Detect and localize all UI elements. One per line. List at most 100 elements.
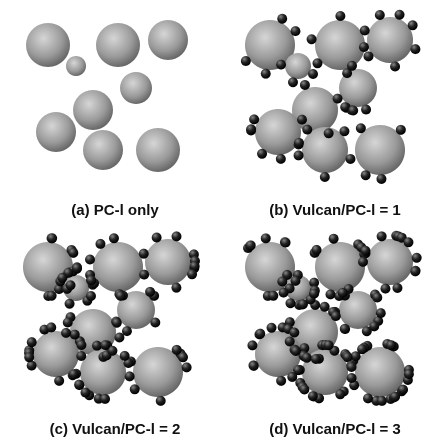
carbon-particle: [70, 330, 80, 340]
particle: [93, 242, 143, 292]
carbon-particle: [69, 369, 79, 379]
carbon-particle: [312, 245, 322, 255]
carbon-particle: [396, 125, 406, 135]
carbon-particle: [359, 42, 369, 52]
carbon-particle: [277, 14, 287, 24]
carbon-particle: [281, 238, 291, 248]
carbon-particle: [287, 372, 297, 382]
carbon-particle: [171, 231, 181, 241]
carbon-particle: [125, 371, 135, 381]
carbon-particle: [63, 317, 73, 327]
carbon-particle: [369, 321, 379, 331]
carbon-particle: [80, 388, 90, 398]
carbon-particle: [403, 237, 413, 247]
carbon-particle: [386, 340, 396, 350]
carbon-particle: [122, 326, 132, 336]
carbon-particle: [372, 292, 382, 302]
carbon-particle: [246, 240, 256, 250]
carbon-particle: [297, 115, 307, 125]
particle: [66, 56, 86, 76]
carbon-particle: [68, 248, 78, 258]
carbon-particle: [76, 351, 86, 361]
carbon-particle: [335, 11, 345, 21]
carbon-particle: [412, 253, 422, 263]
carbon-particle: [363, 51, 373, 61]
carbon-particle: [347, 362, 357, 372]
carbon-particle: [347, 373, 357, 383]
carbon-particle: [324, 340, 334, 350]
carbon-particle: [261, 69, 271, 79]
carbon-particle: [333, 94, 343, 104]
carbon-particle: [408, 20, 418, 30]
carbon-particle: [72, 263, 82, 273]
carbon-particle: [376, 308, 386, 318]
particle: [120, 72, 152, 104]
carbon-particle: [85, 254, 95, 264]
carbon-particle: [268, 291, 278, 301]
carbon-particle: [65, 299, 75, 309]
carbon-particle: [363, 393, 373, 403]
carbon-particle: [86, 291, 96, 301]
carbon-particle: [171, 283, 181, 293]
carbon-particle: [290, 276, 300, 286]
carbon-particle: [358, 257, 368, 267]
carbon-particle: [404, 369, 414, 379]
carbon-particle: [357, 344, 367, 354]
carbon-particle: [74, 380, 84, 390]
carbon-particle: [380, 284, 390, 294]
carbon-particle: [112, 318, 122, 328]
carbon-particle: [276, 60, 286, 70]
carbon-particle: [47, 233, 57, 243]
carbon-particle: [307, 34, 317, 44]
carbon-particle: [290, 26, 300, 36]
caption: (c) Vulcan/PC-l = 2: [50, 421, 181, 438]
carbon-particle: [390, 392, 400, 402]
carbon-particle: [348, 105, 358, 115]
caption: (b) Vulcan/PC-l = 1: [269, 202, 401, 219]
carbon-particle: [150, 317, 160, 327]
carbon-particle: [300, 80, 310, 90]
particle: [136, 128, 180, 172]
carbon-particle: [109, 233, 119, 243]
carbon-particle: [241, 56, 251, 66]
carbon-particle: [410, 266, 420, 276]
carbon-particle: [279, 288, 289, 298]
carbon-particle: [178, 352, 188, 362]
carbon-particle: [335, 389, 345, 399]
carbon-particle: [277, 276, 287, 286]
carbon-particle: [339, 126, 349, 136]
particle: [83, 130, 123, 170]
particle: [315, 20, 365, 70]
carbon-particle: [312, 58, 322, 68]
carbon-particle: [395, 10, 405, 20]
carbon-particle: [325, 289, 335, 299]
carbon-particle: [376, 174, 386, 184]
carbon-particle: [246, 124, 256, 134]
carbon-particle: [345, 154, 355, 164]
carbon-particle: [24, 352, 34, 362]
carbon-particle: [100, 394, 110, 404]
carbon-particle: [356, 123, 366, 133]
carbon-particle: [86, 275, 96, 285]
carbon-particle: [308, 69, 318, 79]
carbon-particle: [187, 269, 197, 279]
carbon-particle: [95, 239, 105, 249]
carbon-particle: [100, 340, 110, 350]
carbon-particle: [54, 376, 64, 386]
carbon-particle: [276, 376, 286, 386]
carbon-particle: [294, 138, 304, 148]
particle: [285, 53, 311, 79]
carbon-particle: [377, 396, 387, 406]
particle: [367, 17, 413, 63]
carbon-particle: [145, 287, 155, 297]
carbon-particle: [152, 233, 162, 243]
carbon-particle: [340, 324, 350, 334]
carbon-particle: [247, 340, 257, 350]
carbon-particle: [308, 391, 318, 401]
carbon-particle: [249, 114, 259, 124]
carbon-particle: [360, 246, 370, 256]
particle: [148, 20, 188, 60]
carbon-particle: [257, 149, 267, 159]
carbon-particle: [291, 346, 301, 356]
carbon-particle: [289, 328, 299, 338]
